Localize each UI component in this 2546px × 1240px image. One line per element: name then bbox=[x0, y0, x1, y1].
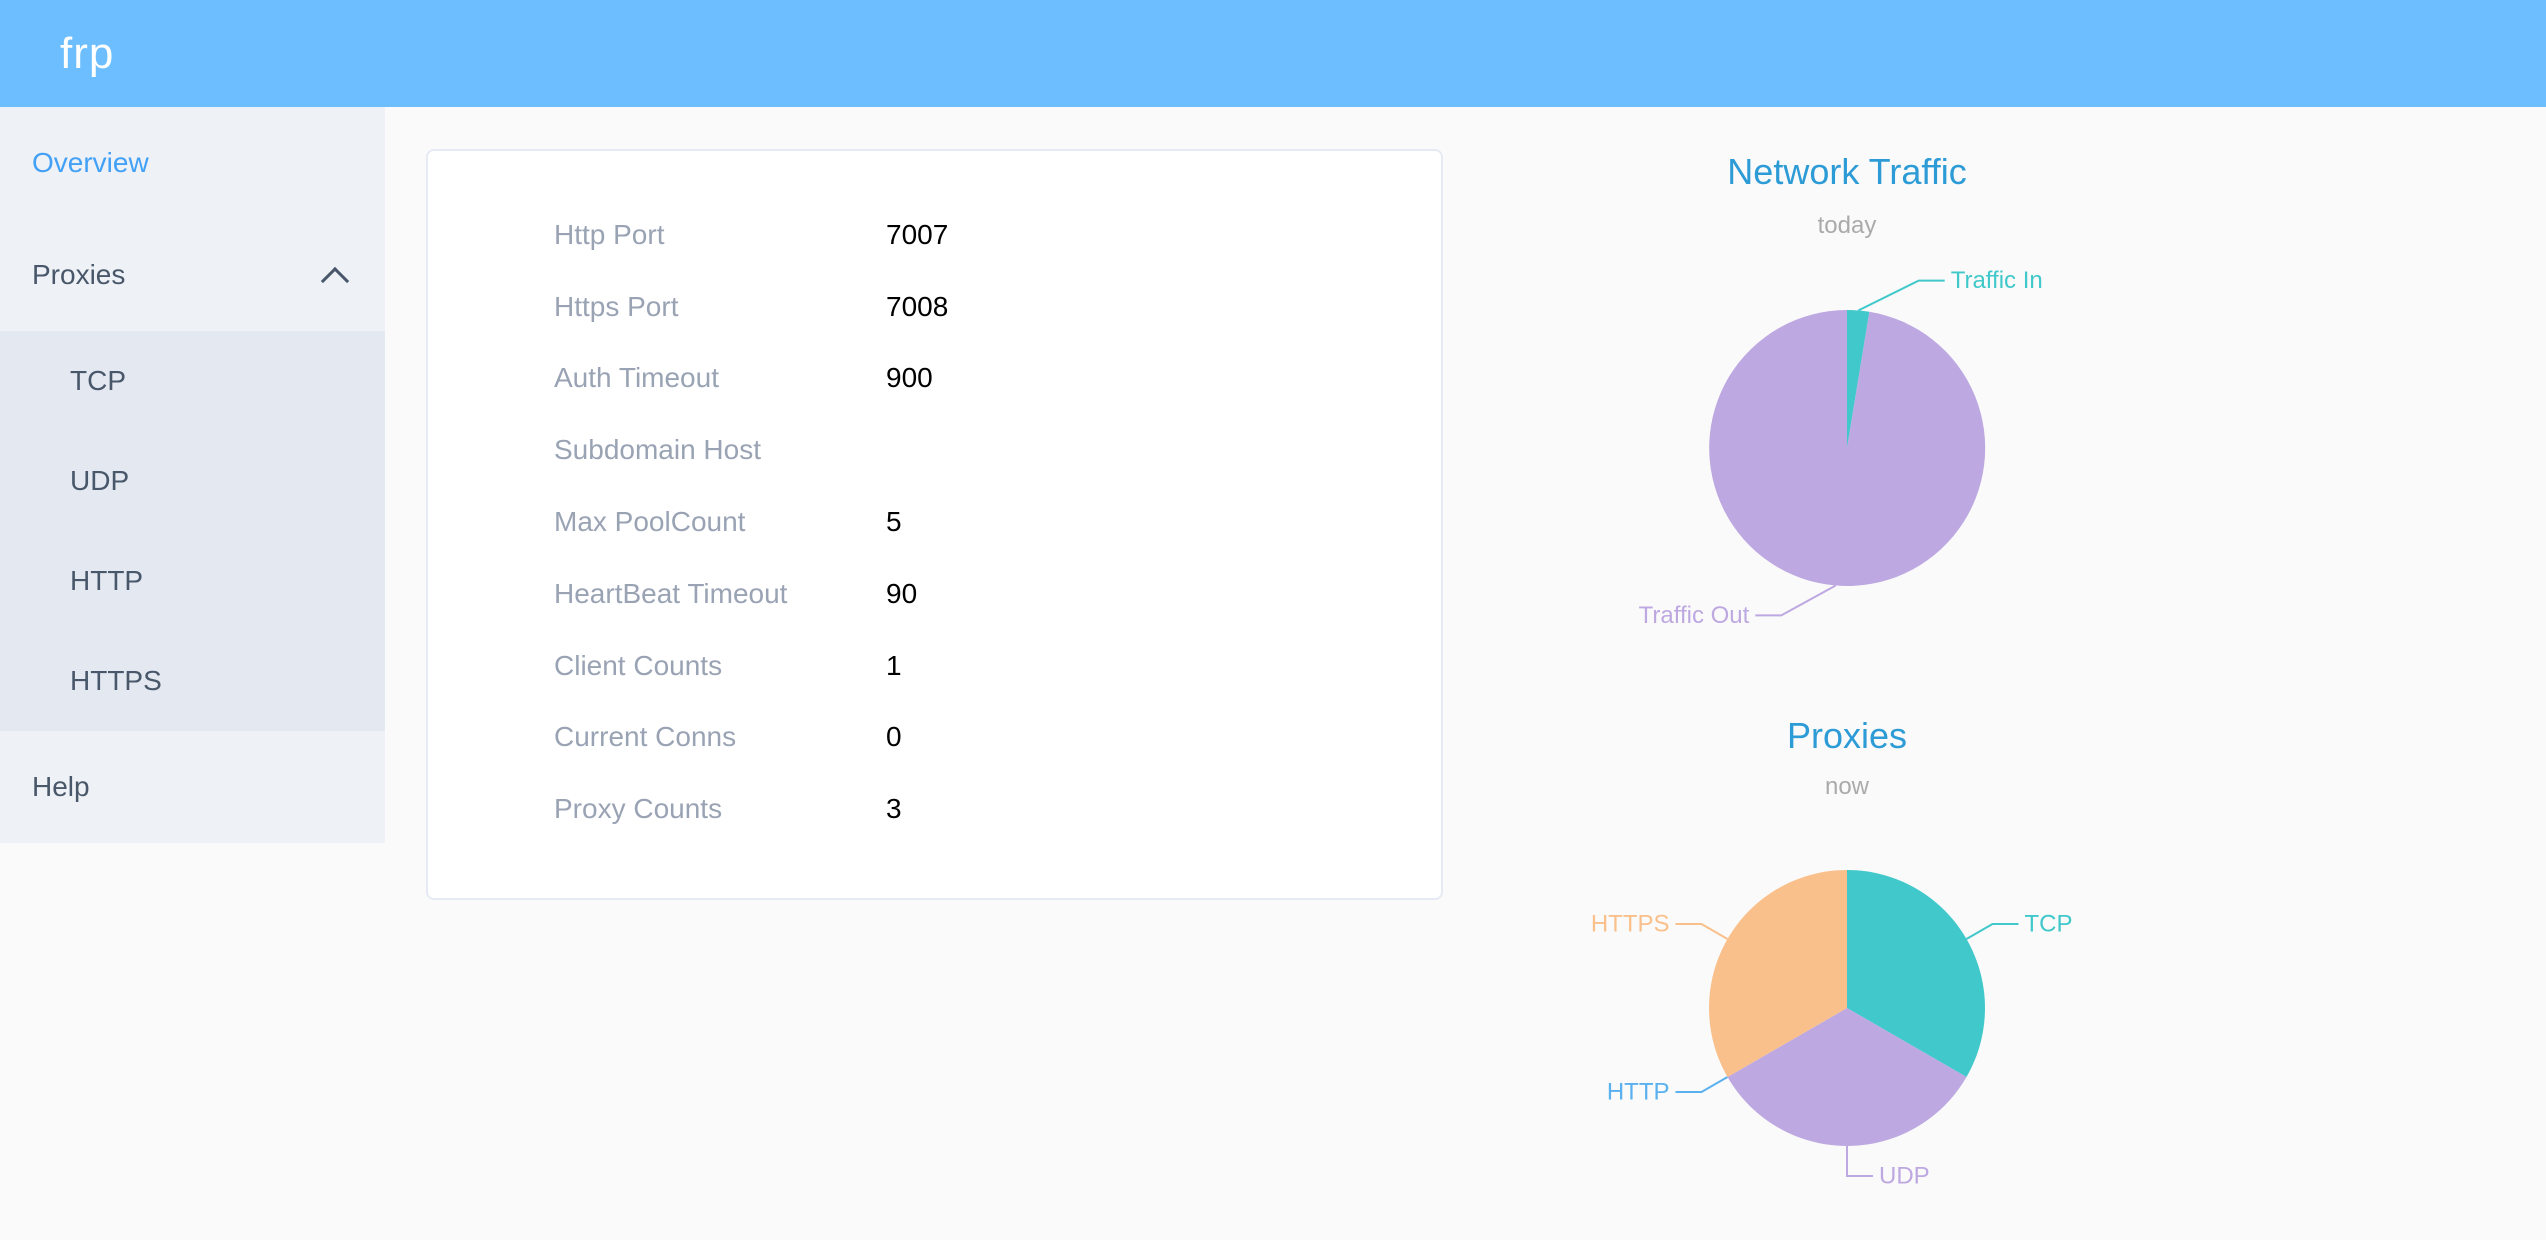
server-config-panel: Http Port 7007 Https Port 7008 Auth Time… bbox=[426, 149, 1443, 900]
config-row: Current Conns 0 bbox=[428, 702, 1441, 774]
pie-label-tcp: TCP bbox=[2025, 911, 2073, 938]
sidebar-submenu-proxies: TCP UDP HTTP HTTPS bbox=[0, 331, 385, 731]
sidebar-item-label: HTTPS bbox=[70, 665, 162, 696]
chart-title-network-traffic: Network Traffic bbox=[1727, 151, 1967, 192]
sidebar-item-https[interactable]: HTTPS bbox=[0, 631, 385, 731]
config-row: Auth Timeout 900 bbox=[428, 343, 1441, 415]
pie-slice-udp[interactable] bbox=[1727, 1008, 1967, 1146]
pie-label-line-udp bbox=[1846, 1146, 1873, 1177]
config-row: Client Counts 1 bbox=[428, 630, 1441, 702]
chevron-up-icon bbox=[320, 266, 350, 296]
config-value: 7007 bbox=[886, 218, 949, 250]
config-row: Max PoolCount 5 bbox=[428, 486, 1441, 558]
config-value: 3 bbox=[886, 793, 902, 825]
pie-label-line-http bbox=[1675, 1076, 1728, 1093]
chart-title-proxies: Proxies bbox=[1786, 715, 1908, 756]
config-value: 5 bbox=[886, 506, 902, 538]
config-label: HeartBeat Timeout bbox=[554, 577, 788, 609]
config-row: Https Port 7008 bbox=[428, 271, 1441, 343]
proxies-pie-chart[interactable]: TCP UDP HTTP HTTPS bbox=[1440, 800, 2540, 1240]
app-header: frp bbox=[0, 0, 2546, 107]
pie-label-http: HTTP bbox=[1607, 1079, 1670, 1106]
sidebar-item-label: Proxies bbox=[32, 259, 126, 290]
config-value: 900 bbox=[886, 362, 933, 394]
pie-label-traffic-out: Traffic Out bbox=[1639, 602, 1750, 629]
sidebar-item-label: UDP bbox=[70, 465, 130, 496]
sidebar-item-label: TCP bbox=[70, 365, 126, 396]
pie-label-line-https bbox=[1675, 923, 1728, 940]
config-label: Auth Timeout bbox=[554, 362, 719, 394]
pie-label-udp: UDP bbox=[1879, 1163, 1930, 1190]
config-value: 7008 bbox=[886, 290, 949, 322]
chart-subtitle-proxies: now bbox=[1824, 773, 1870, 800]
config-label: Current Conns bbox=[554, 721, 737, 753]
sidebar-item-proxies[interactable]: Proxies bbox=[0, 219, 385, 331]
config-label: Max PoolCount bbox=[554, 506, 746, 538]
sidebar-item-overview[interactable]: Overview bbox=[0, 107, 385, 219]
pie-slice-traffic-in[interactable] bbox=[1847, 309, 1870, 448]
sidebar-item-tcp[interactable]: TCP bbox=[0, 331, 385, 431]
pie-label-line-tcp bbox=[1966, 923, 2019, 940]
config-row: Proxy Counts 3 bbox=[428, 773, 1441, 845]
config-value: 1 bbox=[886, 649, 902, 681]
sidebar-item-http[interactable]: HTTP bbox=[0, 531, 385, 631]
config-value: 90 bbox=[886, 577, 918, 609]
pie-label-line-traffic-in bbox=[1857, 279, 1945, 312]
sidebar-item-label: HTTP bbox=[70, 565, 144, 596]
chart-subtitle-network-traffic: today bbox=[1817, 212, 1877, 239]
config-row: Subdomain Host bbox=[428, 414, 1441, 486]
network-traffic-pie-chart[interactable]: Traffic In Traffic Out bbox=[1440, 240, 2540, 680]
pie-label-https: HTTPS bbox=[1591, 911, 1670, 938]
pie-slice-https[interactable] bbox=[1709, 870, 1847, 1077]
config-row: Http Port 7007 bbox=[428, 199, 1441, 271]
sidebar-item-help[interactable]: Help bbox=[0, 731, 385, 843]
pie-label-traffic-in: Traffic In bbox=[1951, 267, 2043, 294]
config-value: 0 bbox=[886, 721, 902, 753]
config-label: Proxy Counts bbox=[554, 793, 723, 825]
pie-slice-traffic-out[interactable] bbox=[1709, 310, 1986, 586]
sidebar-item-label: Help bbox=[32, 771, 90, 802]
config-label: Https Port bbox=[554, 290, 679, 322]
config-row: HeartBeat Timeout 90 bbox=[428, 558, 1441, 630]
pie-label-line-traffic-out bbox=[1755, 584, 1837, 617]
sidebar: Overview Proxies TCP UDP HTTP HTTPS Help bbox=[0, 107, 385, 843]
config-label: Http Port bbox=[554, 218, 665, 250]
app-logo: frp bbox=[60, 28, 115, 78]
sidebar-item-label: Overview bbox=[32, 147, 149, 178]
sidebar-item-udp[interactable]: UDP bbox=[0, 431, 385, 531]
pie-slice-tcp[interactable] bbox=[1847, 870, 1985, 1077]
config-label: Client Counts bbox=[554, 649, 723, 681]
config-label: Subdomain Host bbox=[554, 434, 762, 466]
